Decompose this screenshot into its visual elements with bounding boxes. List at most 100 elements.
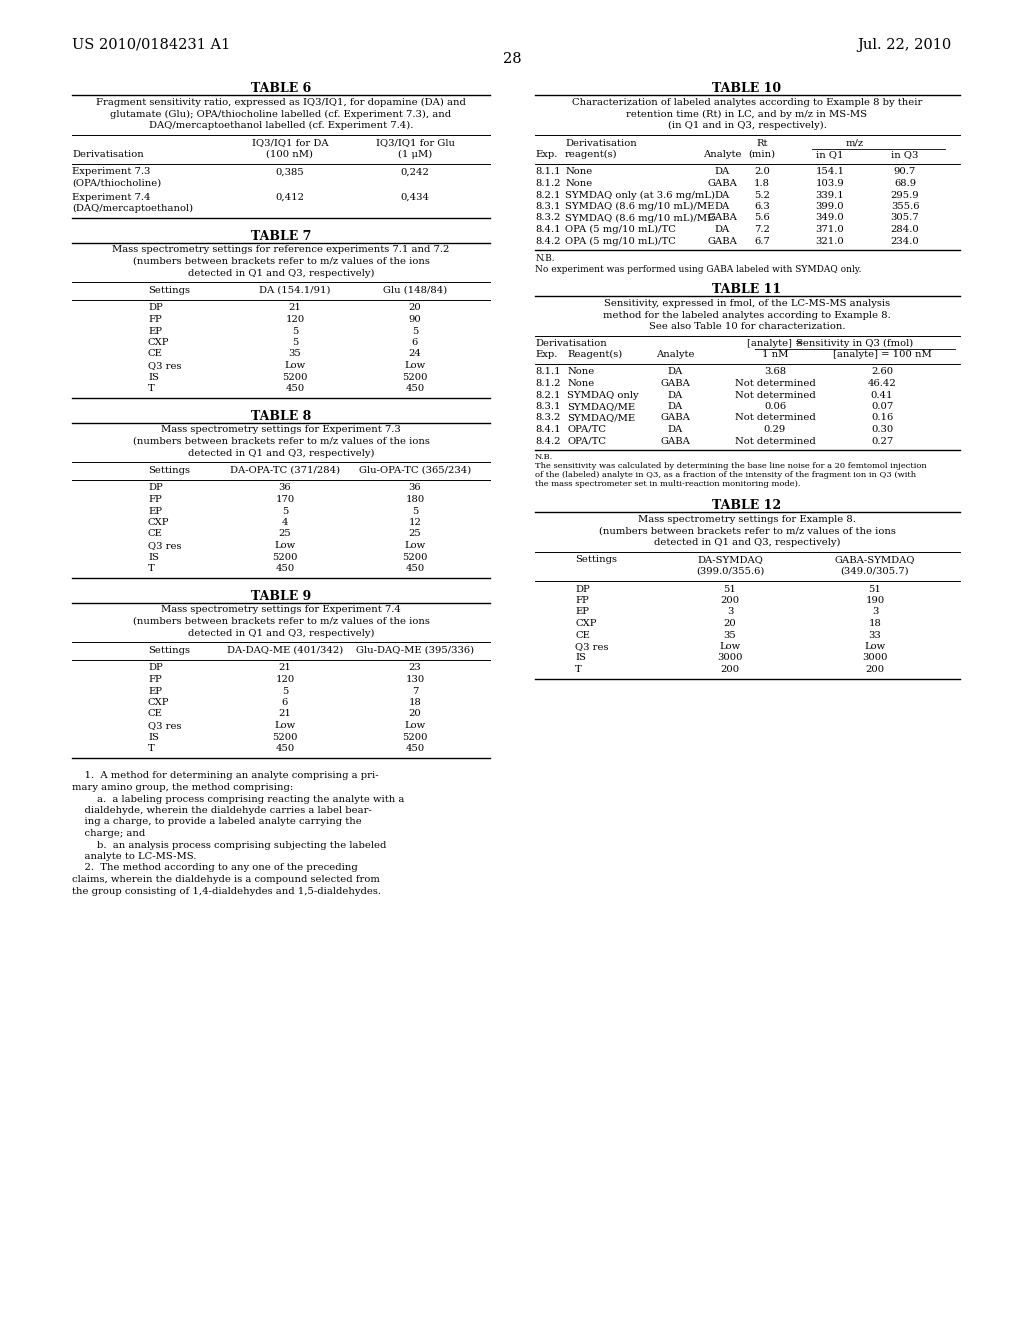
Text: 23: 23 [409, 664, 421, 672]
Text: 130: 130 [406, 675, 425, 684]
Text: in Q1: in Q1 [816, 150, 844, 158]
Text: 2.60: 2.60 [871, 367, 893, 376]
Text: 3000: 3000 [717, 653, 742, 663]
Text: Mass spectrometry settings for Experiment 7.4: Mass spectrometry settings for Experimen… [161, 606, 401, 615]
Text: 200: 200 [721, 665, 739, 675]
Text: CE: CE [575, 631, 590, 639]
Text: DA-OPA-TC (371/284): DA-OPA-TC (371/284) [230, 466, 340, 475]
Text: Rt: Rt [757, 139, 768, 148]
Text: 68.9: 68.9 [894, 180, 916, 187]
Text: (numbers between brackets refer to m/z values of the ions: (numbers between brackets refer to m/z v… [132, 616, 429, 626]
Text: GABA: GABA [660, 413, 690, 422]
Text: T: T [148, 384, 155, 393]
Text: None: None [565, 168, 592, 177]
Text: Not determined: Not determined [734, 437, 815, 446]
Text: EP: EP [575, 607, 589, 616]
Text: 450: 450 [406, 384, 425, 393]
Text: method for the labeled analytes according to Example 8.: method for the labeled analytes accordin… [603, 310, 891, 319]
Text: 120: 120 [275, 675, 295, 684]
Text: Derivatisation: Derivatisation [535, 339, 607, 348]
Text: 321.0: 321.0 [816, 236, 845, 246]
Text: SYMDAQ/ME: SYMDAQ/ME [567, 403, 635, 411]
Text: 51: 51 [868, 585, 882, 594]
Text: 8.1.1: 8.1.1 [535, 367, 560, 376]
Text: in Q3: in Q3 [891, 150, 919, 158]
Text: Mass spectrometry settings for Example 8.: Mass spectrometry settings for Example 8… [638, 515, 856, 524]
Text: retention time (Rt) in LC, and by m/z in MS-MS: retention time (Rt) in LC, and by m/z in… [627, 110, 867, 119]
Text: DA: DA [668, 391, 683, 400]
Text: 450: 450 [286, 384, 304, 393]
Text: 103.9: 103.9 [816, 180, 845, 187]
Text: [analyte] =: [analyte] = [746, 339, 803, 348]
Text: Experiment 7.4: Experiment 7.4 [72, 193, 151, 202]
Text: DA-DAQ-ME (401/342): DA-DAQ-ME (401/342) [227, 645, 343, 655]
Text: None: None [567, 379, 594, 388]
Text: OPA/TC: OPA/TC [567, 437, 606, 446]
Text: IQ3/IQ1 for Glu: IQ3/IQ1 for Glu [376, 139, 455, 148]
Text: DP: DP [148, 483, 163, 492]
Text: 0,242: 0,242 [400, 168, 429, 177]
Text: 0.06: 0.06 [764, 403, 786, 411]
Text: 0.27: 0.27 [870, 437, 893, 446]
Text: Sensitivity, expressed in fmol, of the LC-MS-MS analysis: Sensitivity, expressed in fmol, of the L… [604, 300, 890, 308]
Text: 5: 5 [412, 507, 418, 516]
Text: 25: 25 [279, 529, 292, 539]
Text: 450: 450 [406, 744, 425, 752]
Text: 339.1: 339.1 [816, 190, 845, 199]
Text: 20: 20 [409, 304, 421, 313]
Text: 200: 200 [865, 665, 885, 675]
Text: 8.2.1: 8.2.1 [535, 391, 560, 400]
Text: CXP: CXP [148, 338, 170, 347]
Text: 284.0: 284.0 [891, 224, 920, 234]
Text: Not determined: Not determined [734, 391, 815, 400]
Text: 33: 33 [868, 631, 882, 639]
Text: 4: 4 [282, 517, 288, 527]
Text: 0.41: 0.41 [870, 391, 893, 400]
Text: 2.  The method according to any one of the preceding: 2. The method according to any one of th… [72, 863, 357, 873]
Text: 25: 25 [409, 529, 421, 539]
Text: 36: 36 [279, 483, 291, 492]
Text: 371.0: 371.0 [816, 224, 845, 234]
Text: FP: FP [148, 315, 162, 323]
Text: analyte to LC-MS-MS.: analyte to LC-MS-MS. [72, 851, 197, 861]
Text: Fragment sensitivity ratio, expressed as IQ3/IQ1, for dopamine (DA) and: Fragment sensitivity ratio, expressed as… [96, 98, 466, 107]
Text: Characterization of labeled analytes according to Example 8 by their: Characterization of labeled analytes acc… [571, 98, 923, 107]
Text: Low: Low [404, 541, 426, 550]
Text: Low: Low [274, 541, 296, 550]
Text: Settings: Settings [575, 556, 617, 565]
Text: T: T [148, 564, 155, 573]
Text: 24: 24 [409, 350, 422, 359]
Text: 21: 21 [289, 304, 301, 313]
Text: 355.6: 355.6 [891, 202, 920, 211]
Text: Experiment 7.3: Experiment 7.3 [72, 168, 151, 177]
Text: glutamate (Glu); OPA/thiocholine labelled (cf. Experiment 7.3), and: glutamate (Glu); OPA/thiocholine labelle… [111, 110, 452, 119]
Text: DA: DA [715, 168, 730, 177]
Text: SYMDAQ only: SYMDAQ only [567, 391, 639, 400]
Text: 18: 18 [868, 619, 882, 628]
Text: Not determined: Not determined [734, 413, 815, 422]
Text: IS: IS [575, 653, 586, 663]
Text: 0,385: 0,385 [275, 168, 304, 177]
Text: (numbers between brackets refer to m/z values of the ions: (numbers between brackets refer to m/z v… [599, 527, 895, 536]
Text: TABLE 8: TABLE 8 [251, 409, 311, 422]
Text: None: None [567, 367, 594, 376]
Text: SYMDAQ (8.6 mg/10 mL)/ME: SYMDAQ (8.6 mg/10 mL)/ME [565, 214, 715, 223]
Text: 1.8: 1.8 [754, 180, 770, 187]
Text: 200: 200 [721, 597, 739, 605]
Text: 6.3: 6.3 [754, 202, 770, 211]
Text: dialdehyde, wherein the dialdehyde carries a label bear-: dialdehyde, wherein the dialdehyde carri… [72, 807, 372, 814]
Text: 0,434: 0,434 [400, 193, 429, 202]
Text: DA: DA [715, 190, 730, 199]
Text: SYMDAQ only (at 3.6 mg/mL): SYMDAQ only (at 3.6 mg/mL) [565, 190, 715, 199]
Text: None: None [565, 180, 592, 187]
Text: Analyte: Analyte [702, 150, 741, 158]
Text: SYMDAQ (8.6 mg/10 mL)/ME: SYMDAQ (8.6 mg/10 mL)/ME [565, 202, 715, 211]
Text: detected in Q1 and Q3, respectively): detected in Q1 and Q3, respectively) [187, 628, 374, 638]
Text: 8.1.1: 8.1.1 [535, 168, 560, 177]
Text: 5200: 5200 [272, 733, 298, 742]
Text: Low: Low [720, 642, 740, 651]
Text: 8.3.1: 8.3.1 [535, 202, 560, 211]
Text: 180: 180 [406, 495, 425, 504]
Text: Mass spectrometry settings for Experiment 7.3: Mass spectrometry settings for Experimen… [161, 425, 400, 434]
Text: GABA: GABA [707, 180, 737, 187]
